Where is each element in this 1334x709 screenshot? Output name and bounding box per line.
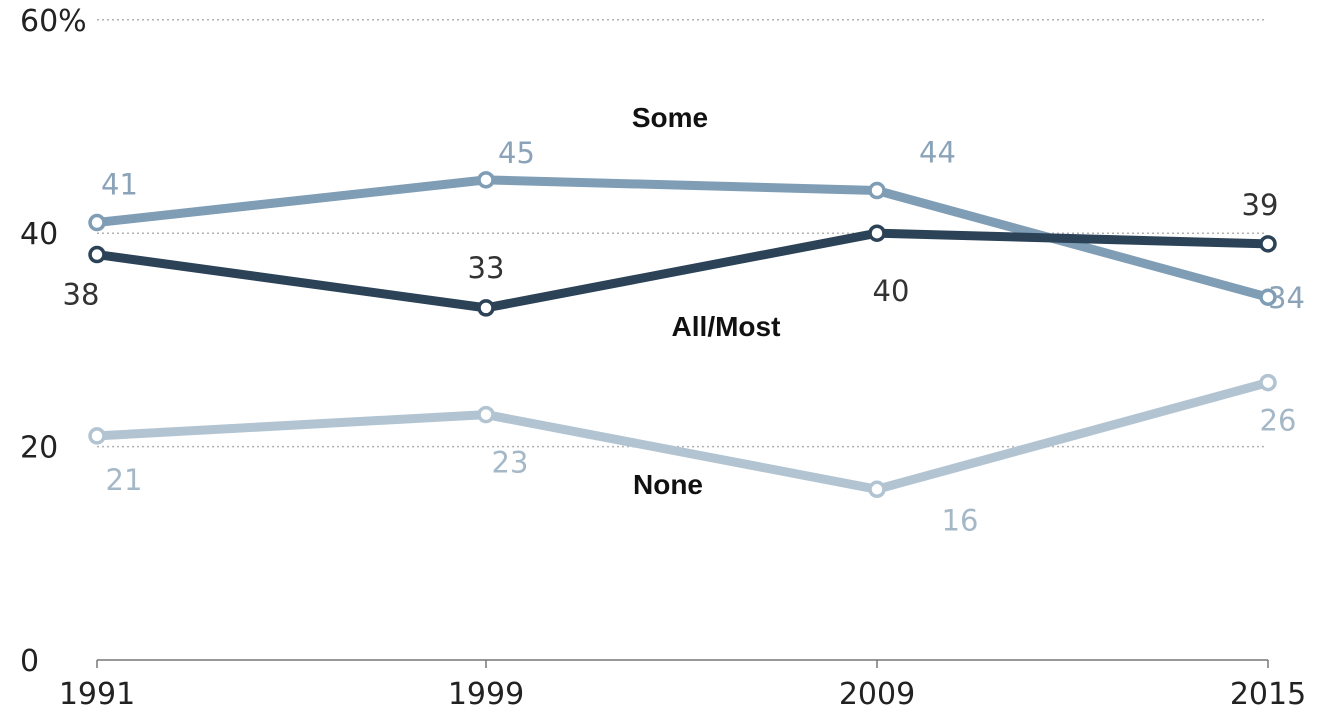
point-all-most-2015 (1259, 235, 1277, 253)
point-none-2015 (1259, 373, 1277, 392)
point-none-1999 (477, 405, 495, 424)
data-labels: 41 45 44 34 38 33 40 39 21 23 16 26 (63, 136, 1305, 538)
point-none-1991 (88, 427, 106, 445)
data-label-none-2015: 26 (1260, 404, 1297, 438)
y-tick-label-0: 0 (20, 644, 39, 679)
series-name-some: Some (632, 102, 708, 133)
series-line-none (92, 378, 1273, 494)
data-label-all-most-2015: 39 (1242, 188, 1279, 222)
gridlines (97, 19, 1266, 448)
series-names: Some All/Most None (632, 102, 781, 500)
data-label-none-2009: 16 (942, 503, 979, 537)
point-all-most-1999 (477, 299, 495, 317)
series-name-all-most: All/Most (672, 311, 781, 342)
series-name-none: None (633, 469, 703, 500)
data-label-all-most-2009: 40 (873, 274, 910, 308)
point-some-1999 (477, 171, 495, 189)
data-label-none-1999: 23 (492, 446, 529, 480)
data-label-all-most-1999: 33 (468, 251, 505, 285)
series-none (88, 373, 1277, 499)
series-line-some (92, 175, 1273, 302)
y-tick-label-40: 40 (20, 217, 58, 252)
data-label-none-1991: 21 (106, 463, 143, 497)
data-label-some-1999: 45 (498, 136, 535, 170)
data-label-some-1991: 41 (101, 168, 138, 202)
data-label-all-most-1991: 38 (63, 278, 100, 312)
data-label-some-2009: 44 (919, 136, 956, 170)
point-some-2015 (1259, 288, 1277, 306)
series-line-all-most (92, 228, 1273, 313)
x-tick-label-1991: 1991 (59, 677, 135, 709)
x-tick-label-2015: 2015 (1230, 677, 1306, 709)
x-axis-tick-labels: 1991 1999 2009 2015 (59, 677, 1306, 709)
series-some (88, 171, 1277, 306)
point-some-1991 (88, 213, 106, 232)
series-all-most (88, 224, 1277, 317)
point-all-most-1991 (88, 245, 106, 264)
x-tick-label-2009: 2009 (839, 677, 915, 709)
y-tick-label-60: 60% (20, 4, 87, 39)
point-all-most-2009 (868, 224, 886, 242)
point-none-2009 (868, 480, 886, 499)
point-some-2009 (868, 181, 886, 200)
y-tick-label-20: 20 (20, 431, 58, 466)
x-axis (96, 659, 1269, 668)
series (88, 171, 1277, 499)
x-tick-label-1999: 1999 (448, 677, 524, 709)
y-axis-tick-labels: 0 20 40 60% (20, 4, 87, 679)
data-label-some-2015: 34 (1268, 281, 1305, 315)
